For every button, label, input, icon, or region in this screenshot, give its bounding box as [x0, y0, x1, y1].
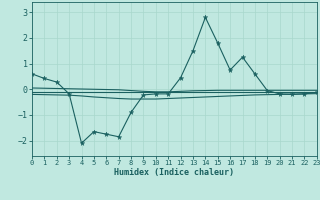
X-axis label: Humidex (Indice chaleur): Humidex (Indice chaleur)	[115, 168, 234, 177]
